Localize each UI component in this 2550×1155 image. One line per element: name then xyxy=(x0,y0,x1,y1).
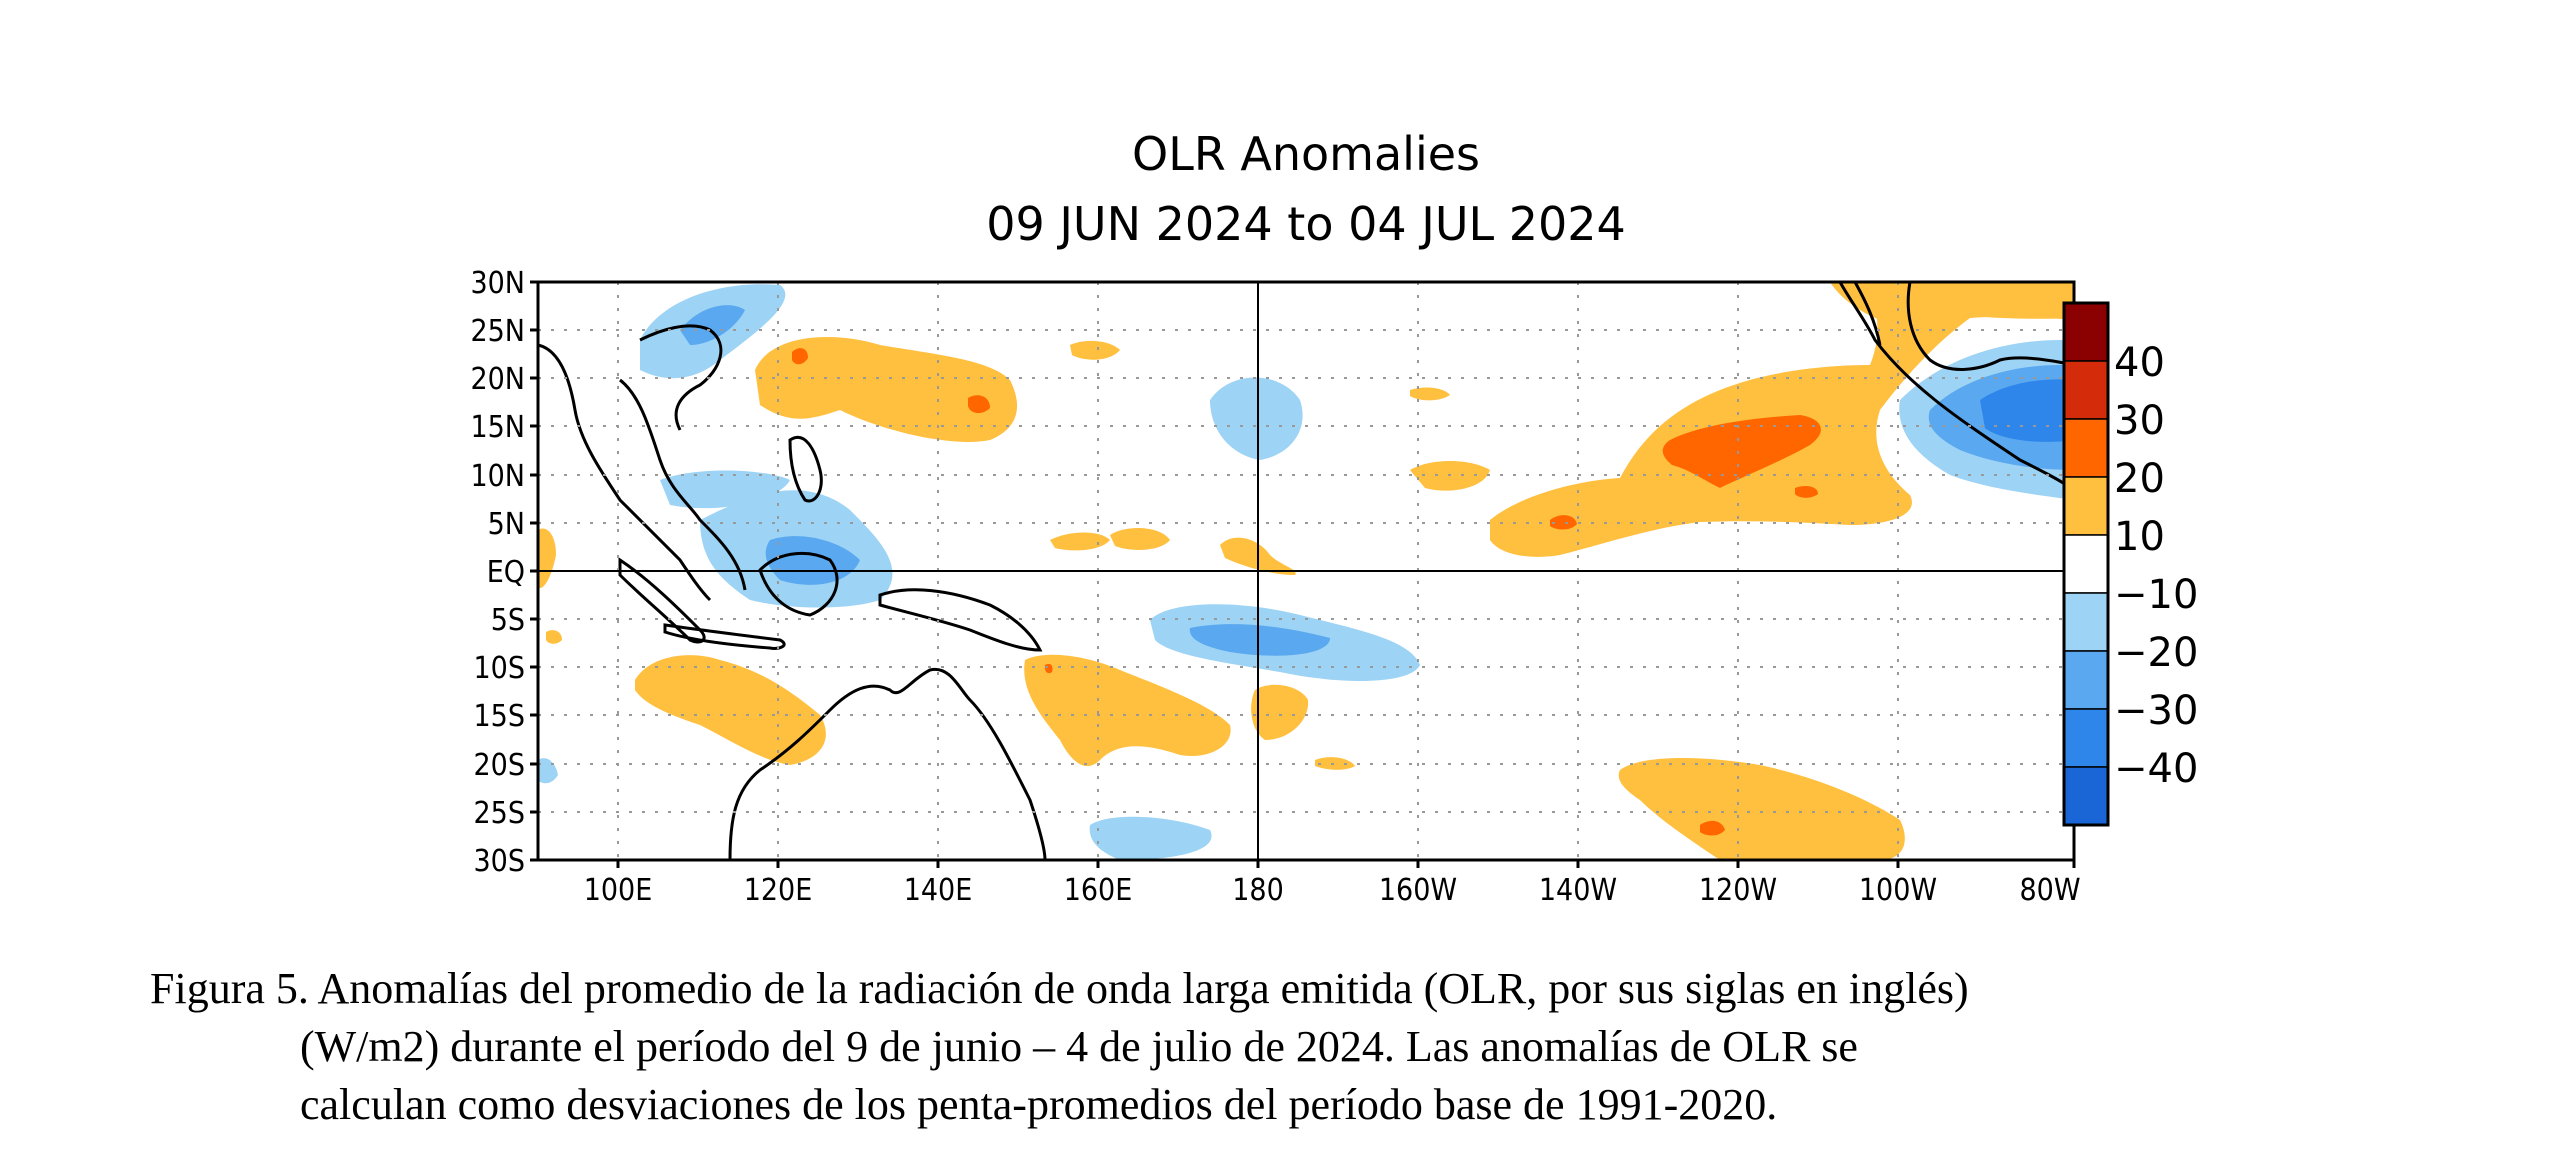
pos-anomaly-gulf xyxy=(1830,282,2074,320)
neg-anomaly-central-america-core xyxy=(1980,379,2074,442)
coastline-borneo xyxy=(758,551,839,617)
caption-line-2: (W/m2) durante el período del 9 de junio… xyxy=(300,1022,1858,1071)
lat-label: 30S xyxy=(474,844,525,879)
lat-label: 20S xyxy=(474,748,525,783)
lat-label: 25S xyxy=(474,796,525,831)
lon-label: 120W xyxy=(1699,873,1777,908)
colorbar-swatch xyxy=(2063,360,2109,420)
longitude-labels: 100E 120E 140E 160E 180 160W 140W 120W 1… xyxy=(584,873,2081,908)
neg-anomaly-south-pacific xyxy=(1089,816,1212,860)
colorbar-swatch xyxy=(2063,650,2109,710)
lon-label: 140W xyxy=(1539,873,1617,908)
map-title-line2: 09 JUN 2024 to 04 JUL 2024 xyxy=(986,197,1626,251)
pos-anomaly-equatorial-west xyxy=(1050,532,1110,551)
latitude-labels: 30N 25N 20N 15N 10N 5N EQ 5S 10S 15S 20S… xyxy=(470,266,525,879)
colorbar-boxes xyxy=(2063,302,2109,826)
coastline-new-guinea xyxy=(878,588,1043,652)
coastline-china xyxy=(639,324,723,431)
coastline-java xyxy=(663,623,786,650)
lon-label: 140E xyxy=(904,873,973,908)
lon-label: 80W xyxy=(2019,873,2080,908)
colorbar-swatch xyxy=(2063,534,2109,594)
coastlines xyxy=(538,282,2074,860)
lat-label: 15N xyxy=(470,410,525,445)
colorbar-label: 20 xyxy=(2114,456,2165,502)
pos-anomaly-west-edge-2 xyxy=(546,630,562,644)
lat-label: 25N xyxy=(470,314,525,349)
colorbar-label: 40 xyxy=(2114,340,2165,386)
map-title-line1: OLR Anomalies xyxy=(1132,127,1480,181)
lon-label: 180 xyxy=(1232,873,1284,908)
lat-label: 10S xyxy=(474,651,525,686)
colorbar-swatch xyxy=(2063,592,2109,652)
colorbar-swatch xyxy=(2063,302,2109,362)
pos-anomaly-east-pacific-core xyxy=(1662,415,1821,488)
tick-marks xyxy=(530,280,2076,868)
colorbar: 40 30 20 10 −10 −20 −30 −40 xyxy=(2062,301,2198,827)
pos-anomaly-east-pacific-core-3 xyxy=(1550,515,1577,530)
colorbar-label: −40 xyxy=(2114,746,2198,792)
colorbar-label: 30 xyxy=(2114,398,2165,444)
pos-anomaly-coral-sea xyxy=(1024,654,1231,767)
coastline-baja xyxy=(1853,282,1882,346)
pos-anomaly-fiji xyxy=(1251,684,1309,740)
lon-label: 100E xyxy=(584,873,653,908)
pos-anomaly-philippine-sea-core-east xyxy=(968,395,990,414)
colorbar-label: −20 xyxy=(2114,630,2198,676)
colorbar-labels: 40 30 20 10 −10 −20 −30 −40 xyxy=(2114,340,2198,792)
figure-caption: Figura 5. Anomalías del promedio de la r… xyxy=(150,960,2390,1134)
colorbar-label: −30 xyxy=(2114,688,2198,734)
negative-anomaly-regions xyxy=(538,284,2074,860)
lon-label: 160E xyxy=(1064,873,1133,908)
pos-anomaly-small-north xyxy=(1070,340,1120,360)
pos-anomaly-east-pacific-core-2 xyxy=(1795,486,1818,498)
pos-anomaly-philippine-sea xyxy=(755,337,1018,442)
lon-label: 120E xyxy=(744,873,813,908)
colorbar-swatch xyxy=(2063,708,2109,768)
colorbar-swatch xyxy=(2063,476,2109,536)
colorbar-swatch xyxy=(2063,418,2109,478)
lat-label: 20N xyxy=(470,362,525,397)
lat-label: EQ xyxy=(487,555,525,590)
colorbar-label: 10 xyxy=(2114,514,2165,560)
coastline-americas xyxy=(1838,282,2074,492)
positive-anomaly-regions xyxy=(538,282,2074,860)
pos-anomaly-south-pacific-small xyxy=(1315,757,1355,770)
lat-label: 15S xyxy=(474,699,525,734)
pos-anomaly-philippine-sea-core-west xyxy=(792,348,808,365)
coastline-indochina xyxy=(619,378,747,591)
coastline-gulf-mexico xyxy=(1906,282,2074,371)
olr-anomaly-map-figure: OLR Anomalies 09 JUN 2024 to 04 JUL 2024 xyxy=(470,127,2198,908)
neg-anomaly-date-line-north xyxy=(1210,377,1303,460)
neg-anomaly-date-line-south-core xyxy=(1189,624,1330,656)
coastline-australia xyxy=(728,667,1047,860)
caption-line-3: calculan como desviaciones de los penta-… xyxy=(300,1080,1778,1129)
colorbar-label: −10 xyxy=(2114,572,2198,618)
map-panel: 30N 25N 20N 15N 10N 5N EQ 5S 10S 15S 20S… xyxy=(470,266,2080,908)
pos-anomaly-west-edge xyxy=(538,528,556,589)
lon-label: 100W xyxy=(1859,873,1937,908)
neg-anomaly-south-china-sea-core xyxy=(680,305,745,345)
pos-anomaly-south-pacific-east xyxy=(1618,758,1905,860)
coastline-philippines xyxy=(788,436,823,503)
pos-anomaly-equatorial-west-2 xyxy=(1110,528,1170,550)
lat-label: 5N xyxy=(488,507,525,542)
colorbar-swatch xyxy=(2063,766,2109,826)
caption-line-1: Figura 5. Anomalías del promedio de la r… xyxy=(150,964,1969,1013)
lat-label: 30N xyxy=(470,266,525,301)
coastline-asia xyxy=(538,343,712,602)
lat-label: 5S xyxy=(491,603,525,638)
pos-anomaly-hawaii-south xyxy=(1410,387,1450,401)
lon-label: 160W xyxy=(1379,873,1457,908)
lat-label: 10N xyxy=(470,459,525,494)
colorbar-border xyxy=(2062,301,2110,827)
pos-anomaly-south-pacific-east-core xyxy=(1700,820,1725,836)
